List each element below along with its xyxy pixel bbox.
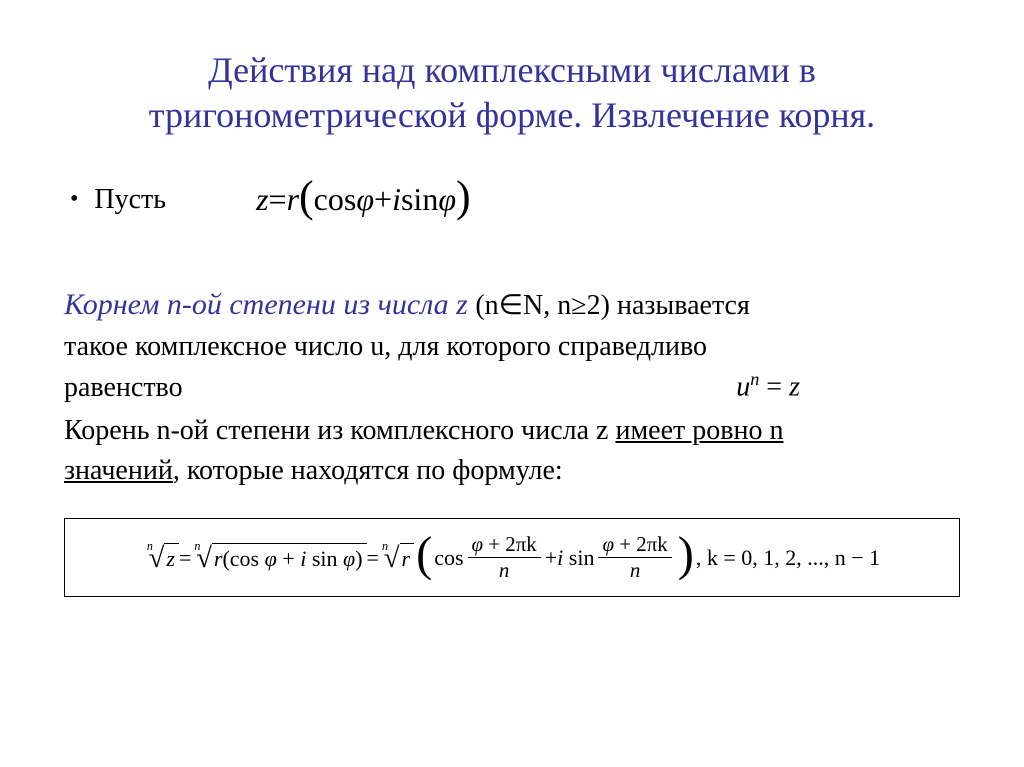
box-sin2: sin bbox=[569, 545, 595, 571]
eq-phi1: φ bbox=[356, 181, 374, 218]
lparen: ( bbox=[299, 171, 314, 222]
definition-condition: (n∈N, n≥2) называется bbox=[475, 290, 750, 321]
definition-line-3: равенство un = z bbox=[64, 367, 960, 406]
radicand-r: r bbox=[400, 543, 415, 572]
definition-line-1: Корнем n-ой степени из числа z (n∈N, n≥2… bbox=[64, 285, 960, 326]
box-tail: , k = 0, 1, 2, ..., n − 1 bbox=[696, 545, 880, 571]
box-eq-1: = bbox=[179, 545, 191, 571]
stmt-1u: имеет ровно n bbox=[615, 415, 783, 446]
def-line3-label: равенство bbox=[64, 369, 183, 407]
frac-sin: φ + 2πk n bbox=[598, 533, 671, 582]
fc-phi: φ bbox=[472, 532, 484, 556]
box-plus1: + bbox=[277, 546, 300, 571]
root-formula-box: n √ z = n √ r(cos φ + i sin φ) = n √ r bbox=[64, 518, 960, 597]
box-sin1: sin bbox=[312, 546, 343, 571]
root-r: n √ r bbox=[379, 542, 414, 574]
stmt-2u: значений bbox=[64, 455, 173, 486]
box-plus2: + bbox=[545, 545, 557, 571]
eq-u: u bbox=[736, 372, 750, 403]
stmt-2r: , которые находятся по формуле: bbox=[173, 455, 563, 486]
eq-z: z bbox=[256, 181, 268, 218]
fs-2pik: + 2πk bbox=[614, 532, 668, 556]
radicand-z: z bbox=[164, 543, 179, 572]
slide: Действия над комплексными числами в триг… bbox=[0, 0, 1024, 767]
radical-sign-3: √ bbox=[384, 543, 400, 575]
box-i1: i bbox=[300, 546, 306, 571]
eq-i: i bbox=[392, 181, 401, 218]
frac-cos-den: n bbox=[495, 558, 513, 582]
definition-line-2: такое комплексное число u, для которого … bbox=[64, 328, 960, 366]
eq-un-z: z bbox=[789, 372, 800, 403]
frac-sin-num: φ + 2πk bbox=[598, 533, 671, 558]
radical-sign-1: √ bbox=[149, 543, 165, 575]
stmt-1a: Корень n-ой степени из комплексного числ… bbox=[64, 415, 615, 446]
radical-sign-2: √ bbox=[196, 543, 212, 575]
box-phi2: φ bbox=[343, 546, 355, 571]
equation-z-form: z = r ( cos φ + i sin φ ) bbox=[256, 174, 471, 225]
eq-sup-n: n bbox=[750, 369, 759, 389]
root-z: n √ z bbox=[144, 542, 179, 574]
eq-un-equals: = bbox=[766, 372, 789, 403]
eq-sin: sin bbox=[401, 181, 438, 218]
bullet-dot: • bbox=[70, 186, 78, 213]
title-line-2: тригонометрической форме. Извлечение кор… bbox=[149, 95, 875, 135]
eq-cos: cos bbox=[314, 181, 357, 218]
root-rexpr: n √ r(cos φ + i sin φ) bbox=[191, 542, 366, 574]
bullet-row: • Пусть z = r ( cos φ + i sin φ ) bbox=[70, 174, 964, 225]
def-u: u bbox=[370, 331, 384, 362]
title-line-1: Действия над комплексными числами в bbox=[208, 50, 816, 90]
fc-2pik: + 2πk bbox=[483, 532, 537, 556]
rparen: ) bbox=[456, 171, 471, 222]
fs-phi: φ bbox=[602, 532, 614, 556]
frac-sin-den: n bbox=[626, 558, 644, 582]
box-i2: i bbox=[557, 545, 563, 571]
slide-title: Действия над комплексными числами в триг… bbox=[60, 48, 964, 138]
bullet-label: Пусть bbox=[94, 184, 166, 216]
box-eq-2: = bbox=[367, 545, 379, 571]
def-txt-2a: такое комплексное число bbox=[64, 331, 370, 362]
eq-plus: + bbox=[374, 181, 392, 218]
equation-u-n-z: un = z bbox=[736, 367, 800, 406]
box-cos1: cos bbox=[230, 546, 265, 571]
radicand-rexpr: r(cos φ + i sin φ) bbox=[212, 543, 367, 572]
eq-equals: = bbox=[269, 181, 287, 218]
def-txt-2b: , для которого справедливо bbox=[384, 331, 707, 362]
statement-line-2: значений, которые находятся по формуле: bbox=[64, 452, 960, 490]
statement-line-1: Корень n-ой степени из комплексного числ… bbox=[64, 412, 960, 450]
frac-cos: φ + 2πk n bbox=[468, 533, 541, 582]
eq-phi2: φ bbox=[438, 181, 456, 218]
definition-text-2: такое комплексное число u, для которого … bbox=[64, 328, 707, 366]
definition-highlight: Корнем n-ой степени из числа z bbox=[64, 288, 475, 321]
eq-r: r bbox=[287, 181, 299, 218]
box-phi1: φ bbox=[265, 546, 277, 571]
frac-cos-num: φ + 2πk bbox=[468, 533, 541, 558]
box-cos2: cos bbox=[434, 545, 463, 571]
